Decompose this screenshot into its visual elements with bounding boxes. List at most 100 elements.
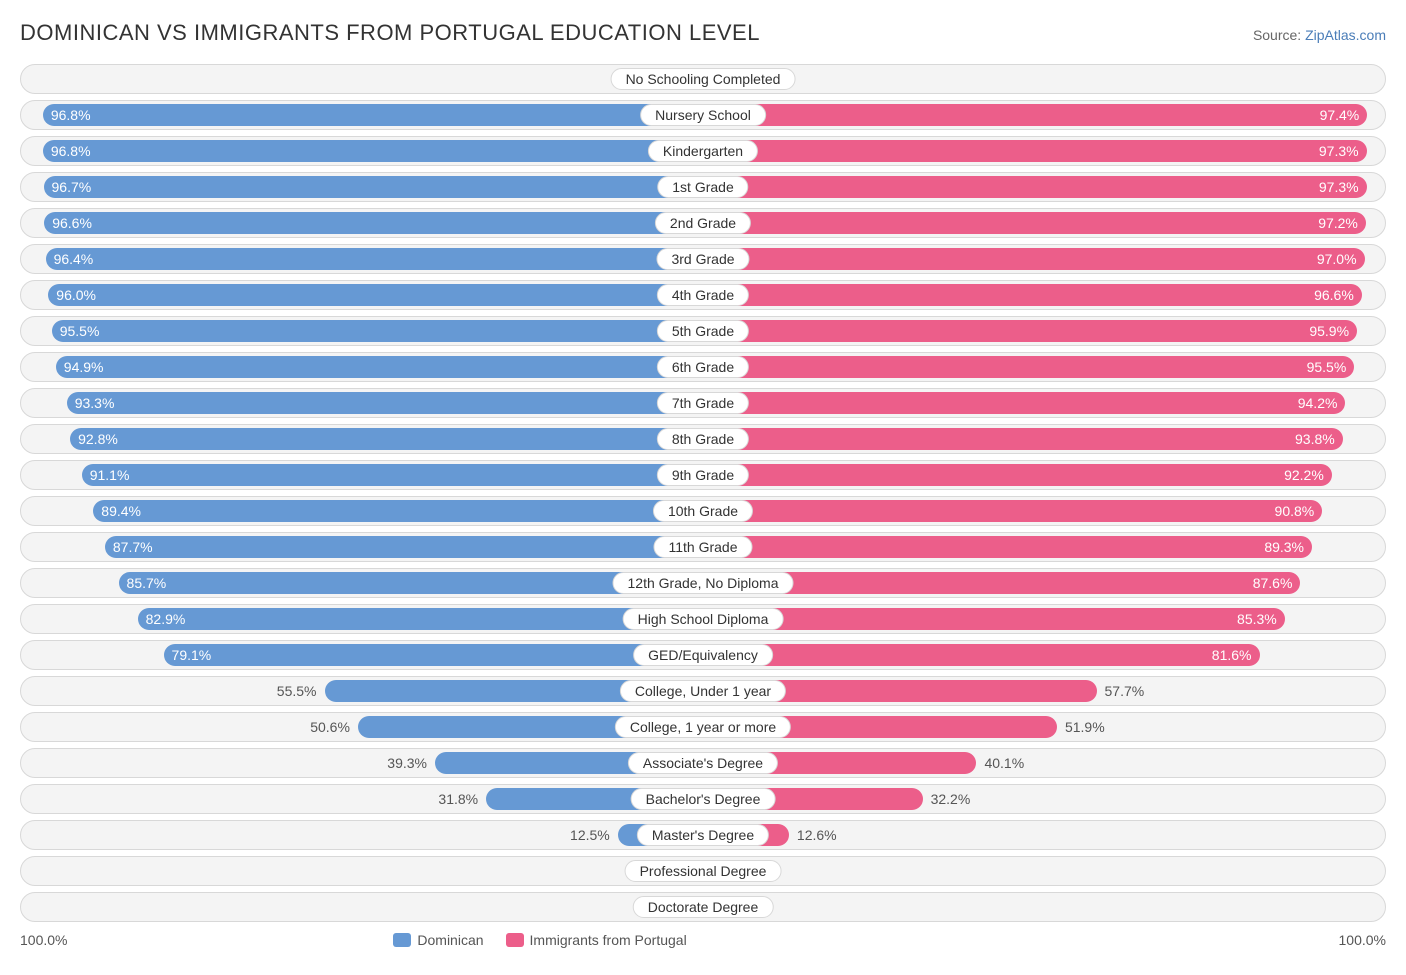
bar-right: 93.8%	[703, 428, 1343, 450]
chart-source: Source: ZipAtlas.com	[1253, 27, 1386, 43]
bar-right: 85.3%	[703, 608, 1285, 630]
category-label: 9th Grade	[657, 464, 749, 486]
bar-left: 94.9%	[56, 356, 703, 378]
chart-container: DOMINICAN VS IMMIGRANTS FROM PORTUGAL ED…	[20, 20, 1386, 948]
category-label: 8th Grade	[657, 428, 749, 450]
pct-label-left: 94.9%	[64, 359, 104, 375]
category-label: No Schooling Completed	[611, 68, 796, 90]
chart-row: 87.7%89.3%11th Grade	[20, 532, 1386, 562]
chart-row: 39.3% 40.1% Associate's Degree	[20, 748, 1386, 778]
category-label: 10th Grade	[653, 500, 753, 522]
bar-left: 79.1%	[164, 644, 703, 666]
legend-label-left: Dominican	[417, 932, 483, 948]
legend-swatch-left	[393, 933, 411, 947]
chart-row: 85.7%87.6%12th Grade, No Diploma	[20, 568, 1386, 598]
category-label: Doctorate Degree	[633, 896, 774, 918]
chart-row: 31.8%32.2%Bachelor's Degree	[20, 784, 1386, 814]
bar-left: 96.8%	[43, 104, 703, 126]
chart-row: 79.1%81.6%GED/Equivalency	[20, 640, 1386, 670]
category-label: College, Under 1 year	[620, 680, 786, 702]
pct-label-left: 82.9%	[146, 611, 186, 627]
bar-left: 96.6%	[44, 212, 703, 234]
pct-label-left: 96.0%	[56, 287, 96, 303]
chart-row: 92.8% 93.8%8th Grade	[20, 424, 1386, 454]
bar-right: 97.3%	[703, 176, 1367, 198]
bar-left: 95.5%	[52, 320, 703, 342]
pct-label-right: 85.3%	[1237, 611, 1277, 627]
category-label: College, 1 year or more	[615, 716, 791, 738]
category-label: Master's Degree	[637, 824, 769, 846]
chart-row: 55.5%57.7%College, Under 1 year	[20, 676, 1386, 706]
source-link[interactable]: ZipAtlas.com	[1305, 27, 1386, 43]
pct-label-left: 91.1%	[90, 467, 130, 483]
pct-label-left: 12.5%	[570, 827, 610, 843]
pct-label-left: 39.3%	[387, 755, 427, 771]
pct-label-left: 96.7%	[52, 179, 92, 195]
pct-label-right: 97.3%	[1319, 143, 1359, 159]
chart-row: 89.4% 90.8% 10th Grade	[20, 496, 1386, 526]
pct-label-left: 92.8%	[78, 431, 118, 447]
pct-label-right: 32.2%	[931, 791, 971, 807]
pct-label-left: 89.4%	[101, 503, 141, 519]
chart-row: 96.4%97.0%3rd Grade	[20, 244, 1386, 274]
category-label: Nursery School	[640, 104, 766, 126]
bar-right: 95.5%	[703, 356, 1354, 378]
source-prefix: Source:	[1253, 27, 1305, 43]
chart-row: 82.9%85.3%High School Diploma	[20, 604, 1386, 634]
bar-left: 82.9%	[138, 608, 703, 630]
pct-label-right: 12.6%	[797, 827, 837, 843]
bar-right: 97.4%	[703, 104, 1367, 126]
pct-label-left: 93.3%	[75, 395, 115, 411]
bar-right: 95.9%	[703, 320, 1357, 342]
pct-label-right: 97.2%	[1318, 215, 1358, 231]
chart-row: 93.3% 94.2%7th Grade	[20, 388, 1386, 418]
bar-left: 87.7%	[105, 536, 703, 558]
pct-label-left: 96.6%	[52, 215, 92, 231]
chart-row: 3.5%3.5%Professional Degree	[20, 856, 1386, 886]
bar-right: 94.2%	[703, 392, 1345, 414]
category-label: 12th Grade, No Diploma	[613, 572, 794, 594]
category-label: Kindergarten	[648, 140, 758, 162]
category-label: Associate's Degree	[628, 752, 778, 774]
pct-label-left: 96.8%	[51, 107, 91, 123]
chart-row: 95.5% 95.9%5th Grade	[20, 316, 1386, 346]
legend-label-right: Immigrants from Portugal	[530, 932, 687, 948]
pct-label-left: 95.5%	[60, 323, 100, 339]
category-label: 2nd Grade	[655, 212, 751, 234]
axis-label-left: 100.0%	[20, 932, 67, 948]
chart-row: 91.1%92.2%9th Grade	[20, 460, 1386, 490]
pct-label-right: 96.6%	[1314, 287, 1354, 303]
chart-row: 96.7% 97.3% 1st Grade	[20, 172, 1386, 202]
chart-row: 3.2%2.7%No Schooling Completed	[20, 64, 1386, 94]
legend-swatch-right	[506, 933, 524, 947]
chart-footer: 100.0% Dominican Immigrants from Portuga…	[20, 932, 1386, 948]
bar-left: 89.4%	[93, 500, 703, 522]
pct-label-right: 97.3%	[1319, 179, 1359, 195]
bar-right: 81.6%	[703, 644, 1260, 666]
bar-left: 96.8%	[43, 140, 703, 162]
category-label: 7th Grade	[657, 392, 749, 414]
chart-row: 12.5% 12.6% Master's Degree	[20, 820, 1386, 850]
pct-label-right: 90.8%	[1275, 503, 1315, 519]
category-label: 1st Grade	[657, 176, 748, 198]
bar-left: 92.8%	[70, 428, 703, 450]
pct-label-left: 87.7%	[113, 539, 153, 555]
bar-left: 96.0%	[48, 284, 703, 306]
pct-label-right: 40.1%	[984, 755, 1024, 771]
pct-label-right: 87.6%	[1253, 575, 1293, 591]
pct-label-right: 97.4%	[1320, 107, 1360, 123]
pct-label-right: 89.3%	[1264, 539, 1304, 555]
bar-right: 89.3%	[703, 536, 1312, 558]
pct-label-left: 55.5%	[277, 683, 317, 699]
bar-left: 91.1%	[82, 464, 703, 486]
bar-left: 96.7%	[44, 176, 703, 198]
bar-right: 97.3%	[703, 140, 1367, 162]
chart-row: 94.9%95.5%6th Grade	[20, 352, 1386, 382]
chart-row: 96.8% 97.3% Kindergarten	[20, 136, 1386, 166]
category-label: 5th Grade	[657, 320, 749, 342]
bar-right: 90.8%	[703, 500, 1322, 522]
bar-left: 96.4%	[46, 248, 703, 270]
category-label: 3rd Grade	[656, 248, 749, 270]
chart-header: DOMINICAN VS IMMIGRANTS FROM PORTUGAL ED…	[20, 20, 1386, 46]
chart-row: 96.8% 97.4% Nursery School	[20, 100, 1386, 130]
